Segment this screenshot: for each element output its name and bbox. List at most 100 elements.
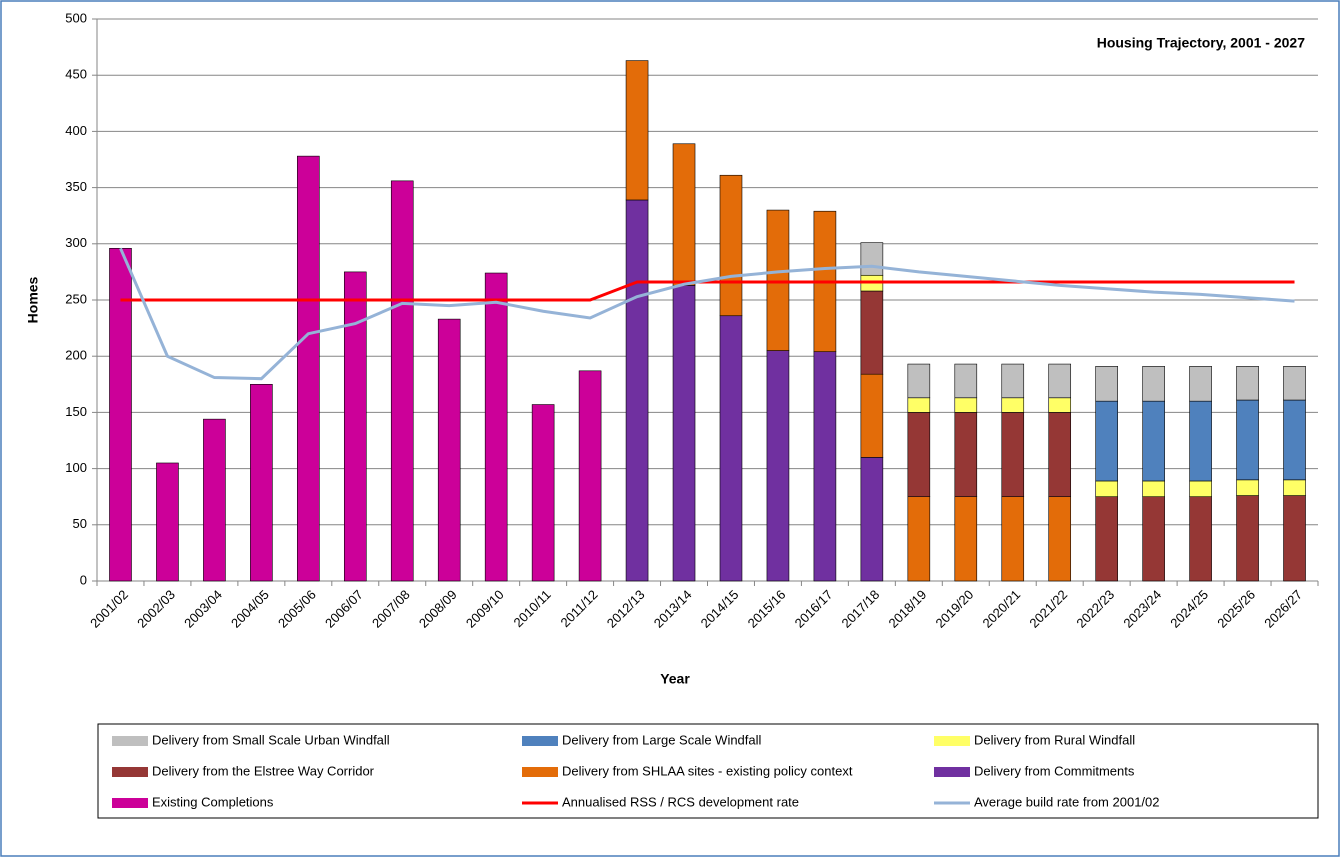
bar-segment [813, 351, 837, 582]
x-tick-label: 2013/14 [651, 587, 695, 631]
bar-segment [1236, 399, 1259, 481]
title-box [1028, 22, 1313, 68]
bar-segment [109, 247, 132, 582]
bar-segment [1189, 496, 1212, 582]
legend-swatch [522, 736, 558, 746]
bar-segment [1095, 400, 1118, 482]
bar-segment [1001, 363, 1025, 399]
line-series [119, 247, 1295, 381]
x-tick-label: 2026/27 [1261, 587, 1305, 631]
x-axis-label: Year [660, 671, 690, 687]
legend-label: Annualised RSS / RCS development rate [562, 794, 799, 809]
bar-segment [1048, 496, 1072, 582]
bar-segment [766, 350, 790, 582]
y-tick-label: 300 [65, 235, 87, 250]
bar-segment [625, 60, 649, 201]
bar-segment [156, 462, 179, 582]
bar-segment [1095, 496, 1118, 582]
y-tick-label: 350 [65, 179, 87, 194]
legend-swatch [112, 736, 148, 746]
bar-segment [1001, 397, 1025, 413]
bar-segment [907, 496, 931, 582]
bar-segment [297, 155, 320, 582]
bar-segment [1048, 363, 1072, 399]
y-tick-label: 450 [65, 67, 87, 82]
bar-segment [1283, 495, 1306, 582]
y-axis-label: Homes [25, 276, 41, 323]
bar-segment [1001, 496, 1025, 582]
bar-segment [860, 290, 884, 375]
legend-label: Delivery from Commitments [974, 763, 1135, 778]
y-tick-label: 150 [65, 404, 87, 419]
bar-segment [1283, 399, 1306, 481]
bar-segment [860, 373, 884, 458]
x-tick-label: 2014/15 [698, 587, 742, 631]
bar-segment [250, 383, 273, 582]
bar-segment [1236, 495, 1259, 582]
x-tick-label: 2007/08 [369, 587, 413, 631]
x-tick-label: 2023/24 [1120, 587, 1164, 631]
bar-segment [343, 271, 367, 582]
bar-segment [954, 397, 978, 413]
legend-swatch [934, 767, 970, 777]
x-tick-label: 2016/17 [792, 587, 836, 631]
bar-segment [719, 174, 743, 317]
bar-segment [907, 363, 931, 399]
x-tick-label: 2008/09 [416, 587, 460, 631]
bar-segment [578, 370, 602, 582]
x-tick-label: 2010/11 [511, 587, 554, 630]
bar-segment [1048, 412, 1072, 497]
bar-segment [1189, 366, 1212, 402]
x-tick-label: 2018/19 [886, 587, 930, 631]
y-tick-label: 400 [65, 123, 87, 138]
bar-segment [1236, 479, 1259, 496]
bar-segment [907, 397, 931, 413]
legend-box [97, 723, 1319, 819]
bar-segment [954, 363, 978, 399]
x-tick-label: 2005/06 [275, 587, 319, 631]
chart-title: Housing Trajectory, 2001 - 2027 [1097, 35, 1305, 51]
bar-segment [1142, 480, 1165, 497]
y-tick-label: 50 [73, 516, 87, 531]
legend-label: Existing Completions [152, 794, 274, 809]
bar-segment [625, 199, 649, 582]
bar-segment [1095, 366, 1118, 402]
bar-segment [1095, 480, 1118, 497]
bar-segment [1283, 366, 1306, 401]
bar-segment [1142, 366, 1165, 402]
x-tick-label: 2021/22 [1026, 587, 1070, 631]
y-tick-label: 500 [65, 10, 87, 25]
x-tick-label: 2003/04 [181, 587, 225, 631]
x-tick-label: 2024/25 [1167, 587, 1211, 631]
bar-segment [860, 242, 884, 276]
x-tick-label: 2020/21 [979, 587, 1023, 631]
y-tick-label: 200 [65, 348, 87, 363]
legend-label: Delivery from Rural Windfall [974, 732, 1135, 747]
x-tick-label: 2015/16 [745, 587, 789, 631]
bar-segment [1142, 400, 1165, 482]
x-tick-label: 2022/23 [1073, 587, 1117, 631]
x-tick-label: 2004/05 [228, 587, 272, 631]
bar-segment [954, 412, 978, 497]
legend-swatch [522, 767, 558, 777]
bar-segment [437, 318, 461, 582]
legend-label: Delivery from SHLAA sites - existing pol… [562, 763, 853, 778]
bar-segment [860, 457, 884, 582]
x-tick-label: 2006/07 [322, 587, 366, 631]
bar-segment [203, 418, 226, 582]
bar-segment [1189, 480, 1212, 497]
bar-segment [672, 285, 696, 582]
bar-segment [907, 412, 931, 497]
y-tick-label: 0 [80, 572, 87, 587]
bar-segment [672, 143, 696, 286]
x-tick-label: 2019/20 [932, 587, 976, 631]
bar-segment [1001, 412, 1025, 497]
bar-segment [484, 272, 508, 582]
bar-segment [954, 496, 978, 582]
bar-segment [766, 209, 790, 351]
legend-swatch [112, 798, 148, 808]
bar-segment [719, 315, 743, 582]
bar-segment [1048, 397, 1072, 413]
